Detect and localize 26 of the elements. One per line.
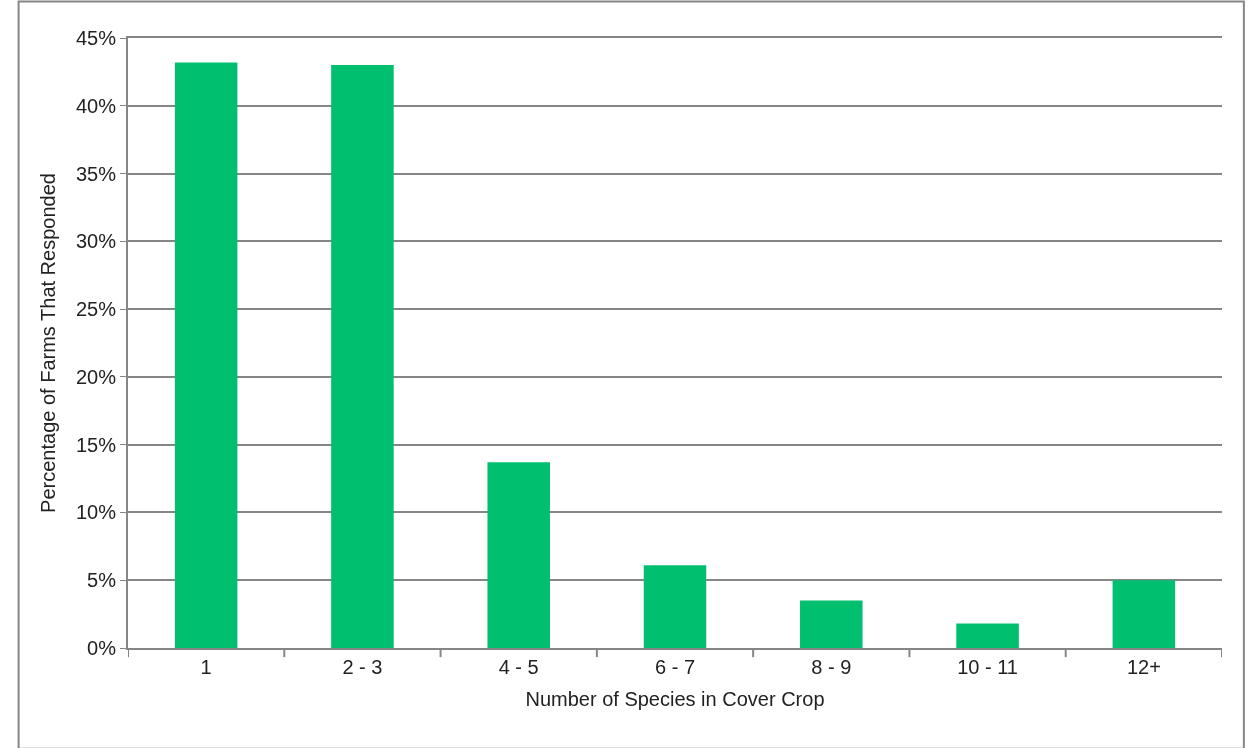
y-tick-label: 45%: [75, 27, 117, 49]
y-tick-label: 0%: [87, 637, 117, 659]
y-tick-label: 20%: [75, 365, 117, 388]
x-tick-label: 12+: [1126, 656, 1161, 678]
x-axis-title: Number of Species in Cover Crop: [525, 688, 825, 710]
x-tick-label: 8 - 9: [811, 656, 852, 678]
bar: [800, 600, 863, 648]
bar: [487, 462, 550, 648]
bar: [643, 565, 707, 648]
bar: [331, 65, 394, 648]
bar: [1112, 580, 1176, 648]
x-tick-label: 4 - 5: [498, 656, 539, 678]
y-tick-label: 35%: [75, 162, 117, 185]
y-axis-title: Percentage of Farms That Responded: [36, 173, 59, 513]
y-tick-label: 5%: [87, 569, 117, 592]
x-tick-label: 6 - 7: [654, 656, 696, 678]
x-tick-label: 2 - 3: [342, 656, 383, 678]
y-tick-label: 15%: [75, 433, 117, 456]
bar: [956, 623, 1019, 648]
y-tick-label: 30%: [75, 230, 117, 253]
x-tick-label: 1: [200, 656, 212, 678]
y-tick-label: 25%: [75, 298, 117, 321]
y-tick-label: 10%: [75, 501, 117, 524]
x-tick-label: 10 - 11: [957, 656, 1018, 678]
y-tick-label: 40%: [75, 94, 117, 117]
bar: [174, 62, 238, 648]
